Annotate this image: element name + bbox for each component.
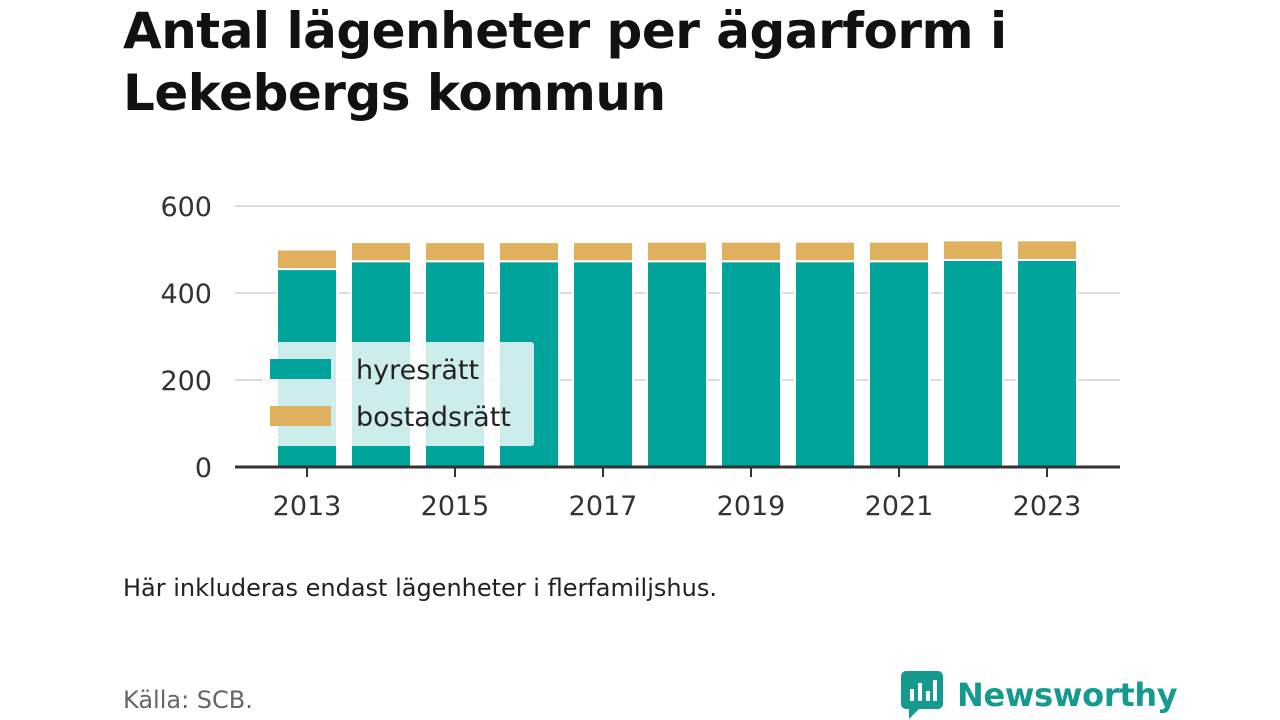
stacked-bar-chart: 0 200 400 600 2013 2015 2017 2019 2021 2023 hyres… [160, 192, 1120, 522]
bar-bostadsrätt-2021 [868, 240, 930, 263]
bar-bostadsrätt-2023 [1016, 239, 1078, 261]
bar-bostadsrätt-2016 [498, 241, 560, 263]
bar-bostadsrätt-2020 [794, 240, 856, 263]
legend-label-bostadsratt: bostadsrätt [356, 402, 511, 433]
bar-hyresrätt-2019 [720, 260, 782, 468]
x-tick-label-2019: 2019 [717, 491, 786, 522]
x-tick-label-2023: 2023 [1013, 491, 1082, 522]
x-tick-label-2013: 2013 [273, 491, 342, 522]
bar-hyresrätt-2023 [1016, 258, 1078, 468]
source-note: Källa: SCB. [123, 686, 253, 714]
axes: 0 200 400 600 2013 2015 2017 2019 2021 2023 [160, 192, 1120, 522]
bar-bostadsrätt-2018 [646, 240, 708, 263]
y-tick-label-0: 0 [195, 453, 212, 484]
bar-bostadsrätt-2019 [720, 240, 782, 263]
newsworthy-logo: Newsworthy [901, 670, 1178, 720]
chart-note: Här inkluderas endast lägenheter i flerf… [123, 574, 717, 602]
legend-swatch-bostadsratt [270, 406, 331, 426]
x-tick-label-2017: 2017 [569, 491, 638, 522]
y-tick-label-200: 200 [160, 366, 212, 397]
legend-label-hyresratt: hyresrätt [356, 355, 479, 386]
y-tick-label-400: 400 [160, 279, 212, 310]
bar-hyresrätt-2020 [794, 260, 856, 468]
legend-swatch-hyresratt [270, 359, 331, 379]
newsworthy-logo-icon [901, 671, 943, 719]
bar-hyresrätt-2017 [572, 260, 634, 468]
bar-bostadsrätt-2017 [572, 241, 634, 263]
bar-bostadsrätt-2013 [276, 248, 338, 271]
x-tick-label-2015: 2015 [421, 491, 490, 522]
bar-bostadsrätt-2022 [942, 239, 1004, 261]
bar-bostadsrätt-2015 [424, 241, 486, 263]
bar-bostadsrätt-2014 [350, 241, 412, 263]
x-tick-label-2021: 2021 [865, 491, 934, 522]
newsworthy-logo-text: Newsworthy [957, 676, 1178, 714]
bar-hyresrätt-2018 [646, 260, 708, 468]
legend: hyresrätt bostadsrätt [262, 342, 534, 446]
bar-hyresrätt-2022 [942, 258, 1004, 468]
y-tick-label-600: 600 [160, 192, 212, 223]
chart-title: Antal lägenheter per ägarform i Lekeberg… [123, 2, 1007, 122]
bar-hyresrätt-2021 [868, 260, 930, 468]
